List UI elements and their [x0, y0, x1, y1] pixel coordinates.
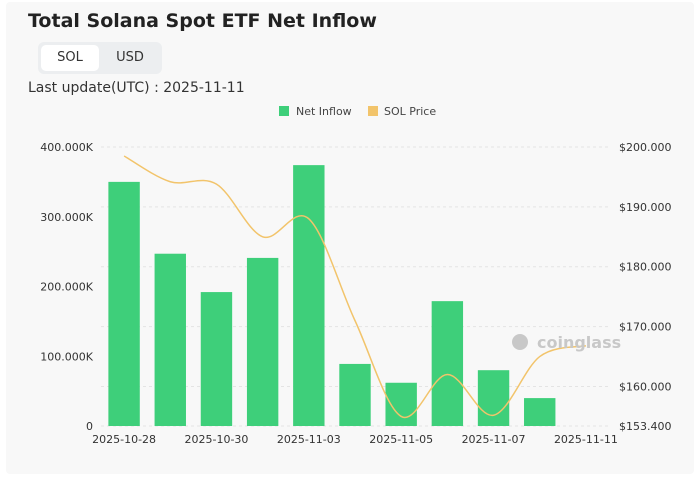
left-tick-label: 0	[86, 420, 93, 433]
bar-net-inflow	[293, 165, 325, 426]
right-tick-label: $160.000	[619, 380, 672, 393]
right-tick-label: $180.000	[619, 261, 672, 274]
x-tick-label: 2025-11-11	[554, 433, 618, 446]
bar-net-inflow	[200, 292, 233, 426]
bar-net-inflow	[477, 370, 510, 426]
right-tick-label: $200.000	[619, 141, 672, 154]
left-tick-label: 300.000K	[40, 211, 93, 224]
coinglass-logo-icon	[512, 334, 528, 350]
bar-net-inflow	[524, 398, 556, 426]
bar-net-inflow	[246, 257, 279, 426]
bar-net-inflow	[108, 181, 140, 426]
left-tick-label: 200.000K	[40, 281, 93, 294]
bar-net-inflow	[431, 301, 464, 426]
bar-net-inflow	[154, 253, 186, 426]
x-tick-label: 2025-11-05	[369, 433, 433, 446]
chart-title: Total Solana Spot ETF Net Inflow	[28, 10, 377, 32]
left-tick-label: 100.000K	[40, 350, 93, 363]
x-tick-label: 2025-10-28	[92, 433, 156, 446]
x-tick-label: 2025-11-03	[277, 433, 341, 446]
legend-swatch-net-inflow	[279, 106, 289, 116]
toggle-sol[interactable]: SOL	[41, 45, 99, 71]
legend-label-net-inflow: Net Inflow	[296, 105, 352, 118]
left-tick-label: 400.000K	[40, 141, 93, 154]
right-tick-label: $170.000	[619, 321, 672, 334]
right-tick-label: $153.400	[619, 420, 672, 433]
watermark-coinglass: coinglass	[537, 333, 621, 352]
sol-price-line	[123, 155, 587, 419]
toggle-usd[interactable]: USD	[116, 50, 144, 65]
legend-label-sol-price: SOL Price	[384, 105, 436, 118]
x-tick-label: 2025-11-07	[462, 433, 526, 446]
bar-net-inflow	[339, 363, 371, 426]
legend-swatch-sol-price	[368, 106, 378, 116]
unit-toggle: SOL USD	[38, 42, 162, 74]
last-update: Last update(UTC) : 2025-11-11	[28, 80, 245, 96]
right-tick-label: $190.000	[619, 201, 672, 214]
x-tick-label: 2025-10-30	[184, 433, 248, 446]
